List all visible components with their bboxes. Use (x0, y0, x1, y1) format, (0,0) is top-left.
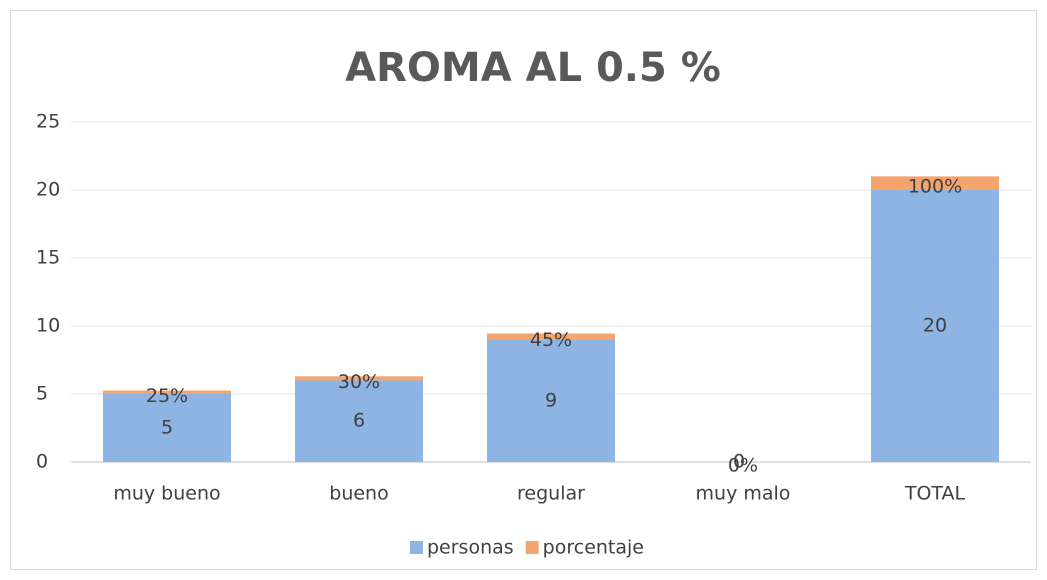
x-tick-label: muy malo (696, 483, 791, 505)
legend-swatch (410, 541, 423, 554)
bar-segment (871, 176, 999, 190)
bar-segment (871, 190, 999, 462)
data-label: 0% (728, 455, 758, 477)
y-tick-label: 5 (36, 383, 48, 405)
legend-swatch (525, 541, 539, 554)
y-tick-label: 0 (36, 451, 48, 473)
legend-label: porcentaje (543, 537, 644, 559)
y-tick-label: 20 (36, 179, 60, 201)
bar-segment (487, 333, 615, 340)
bar-segment (295, 380, 423, 462)
bar-segment (295, 376, 423, 381)
x-tick-label: bueno (329, 483, 388, 505)
data-label: 0 (733, 451, 745, 473)
data-label: 100% (908, 176, 962, 198)
y-tick-label: 25 (36, 111, 60, 133)
data-label: 5 (161, 417, 173, 439)
x-tick-label: TOTAL (904, 483, 966, 505)
chart-border (10, 10, 1037, 570)
x-tick-label: regular (517, 483, 585, 505)
data-label: 45% (530, 329, 572, 351)
y-tick-label: 10 (36, 315, 60, 337)
y-tick-label: 15 (36, 247, 60, 269)
data-label: 6 (353, 410, 365, 432)
bar-segment (103, 390, 231, 394)
data-label: 30% (338, 371, 380, 393)
data-label: 9 (545, 389, 557, 411)
x-tick-label: muy bueno (113, 483, 220, 505)
data-label: 25% (146, 385, 188, 407)
bar-segment (103, 394, 231, 462)
data-label: 20 (923, 315, 947, 337)
chart-title: AROMA AL 0.5 % (345, 45, 721, 91)
bar-segment (487, 339, 615, 462)
legend-label: personas (427, 537, 514, 559)
